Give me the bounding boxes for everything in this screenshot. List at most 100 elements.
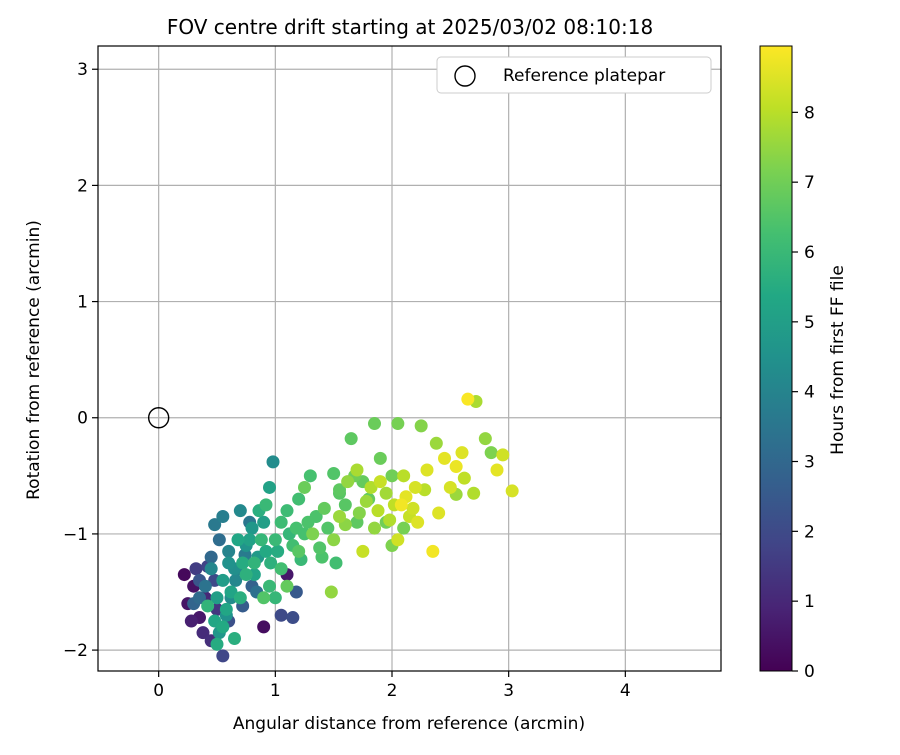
data-point [266, 455, 280, 469]
data-point [443, 480, 457, 494]
data-point [333, 483, 346, 497]
data-point [280, 504, 294, 518]
data-point [373, 451, 387, 465]
data-point [257, 620, 271, 634]
data-point [414, 419, 428, 433]
data-point [327, 533, 341, 547]
data-point [359, 494, 373, 508]
data-point [224, 585, 238, 599]
data-point [259, 544, 273, 558]
data-point [338, 498, 352, 512]
data-point [391, 533, 405, 547]
data-point [432, 506, 446, 520]
data-point [371, 504, 385, 518]
data-point [268, 591, 282, 605]
data-point [368, 417, 381, 431]
colorbar-label: Hours from first FF file [828, 265, 848, 455]
data-point [239, 568, 253, 582]
data-point [391, 417, 405, 431]
data-point [426, 544, 440, 558]
data-point [385, 469, 399, 483]
data-point [201, 599, 215, 613]
colorbar-tick-label: 4 [804, 383, 815, 403]
colorbar-tick-label: 7 [804, 173, 815, 193]
data-point [254, 533, 268, 547]
colorbar-tick-label: 0 [804, 662, 815, 682]
data-point [301, 515, 315, 529]
data-point [236, 556, 250, 570]
data-point [233, 504, 247, 518]
data-point [189, 562, 203, 576]
data-point [263, 480, 276, 494]
data-point [233, 591, 247, 605]
data-point [177, 568, 191, 582]
data-point [505, 484, 519, 498]
data-point [196, 626, 210, 640]
data-point [455, 446, 469, 460]
x-tick-label: 4 [620, 681, 631, 701]
data-point [467, 486, 481, 500]
y-tick-label: 2 [77, 176, 88, 196]
data-point [274, 608, 288, 622]
y-axis-ticks: −2 −1 0 1 2 3 [63, 60, 98, 661]
reference-point-marker [147, 407, 170, 429]
data-point [341, 475, 355, 489]
data-point [204, 550, 218, 564]
data-point [263, 579, 276, 593]
data-point [257, 591, 271, 605]
data-point [364, 480, 378, 494]
data-point [193, 591, 206, 605]
y-tick-label: 1 [77, 293, 88, 313]
y-tick-label: −1 [63, 525, 88, 545]
legend-marker [454, 65, 476, 87]
legend-box [436, 56, 712, 94]
y-tick-label: 3 [77, 60, 88, 80]
colorbar-tick-label: 5 [804, 313, 815, 333]
data-point [329, 556, 343, 570]
x-tick-label: 3 [503, 681, 514, 701]
data-point [247, 556, 261, 570]
data-point [461, 392, 475, 406]
colorbar-ticks: 0 1 2 3 4 5 6 7 8 [792, 103, 815, 682]
data-point [212, 533, 226, 547]
x-tick-label: 0 [153, 681, 164, 701]
data-point [184, 614, 198, 628]
data-point [286, 611, 300, 625]
data-point [383, 513, 397, 527]
data-point [411, 515, 425, 529]
data-point [324, 585, 338, 599]
plot-frame [97, 45, 722, 672]
data-point [298, 480, 311, 494]
data-points [177, 392, 519, 663]
data-point [216, 620, 230, 634]
colorbar: 0 1 2 3 4 5 6 7 8 Hours from first FF file [759, 45, 848, 682]
data-point [208, 518, 222, 532]
colorbar-tick-label: 2 [804, 522, 815, 542]
data-point [449, 460, 463, 474]
data-point [420, 463, 434, 477]
data-point [274, 562, 288, 576]
data-point [257, 515, 271, 529]
data-point [204, 562, 218, 576]
data-point [397, 469, 411, 483]
data-point [210, 637, 224, 651]
data-point [321, 521, 335, 535]
legend-label: Reference platepar [503, 66, 665, 86]
data-point [229, 573, 243, 587]
data-point [313, 541, 327, 555]
grid [98, 46, 721, 671]
data-point [219, 602, 233, 616]
data-point [379, 486, 393, 500]
x-axis-ticks: 0 1 2 3 4 [153, 671, 631, 701]
chart-title: FOV centre drift starting at 2025/03/02 … [167, 15, 653, 39]
data-point [478, 432, 492, 446]
data-point [306, 527, 320, 541]
data-point [274, 515, 288, 529]
data-point [216, 573, 230, 587]
x-tick-label: 2 [387, 681, 398, 701]
y-axis-label: Rotation from reference (arcmin) [24, 220, 44, 500]
data-point [210, 591, 224, 605]
data-point [228, 631, 241, 645]
